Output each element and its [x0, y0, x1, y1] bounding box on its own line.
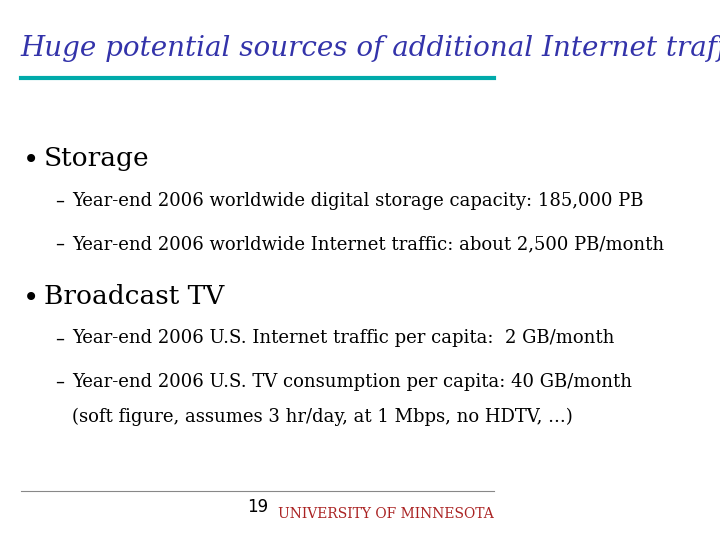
Text: Huge potential sources of additional Internet traffic:: Huge potential sources of additional Int…: [21, 35, 720, 62]
Text: Year-end 2006 worldwide digital storage capacity: 185,000 PB: Year-end 2006 worldwide digital storage …: [72, 192, 644, 210]
Text: –: –: [55, 373, 63, 390]
Text: UNIVERSITY OF MINNESOTA: UNIVERSITY OF MINNESOTA: [279, 507, 494, 521]
Text: •: •: [23, 146, 39, 174]
Text: •: •: [23, 284, 39, 312]
Text: –: –: [55, 192, 63, 210]
Text: Year-end 2006 U.S. TV consumption per capita: 40 GB/month: Year-end 2006 U.S. TV consumption per ca…: [72, 373, 632, 390]
Text: 19: 19: [247, 498, 268, 516]
Text: Year-end 2006 worldwide Internet traffic: about 2,500 PB/month: Year-end 2006 worldwide Internet traffic…: [72, 235, 664, 253]
Text: (soft figure, assumes 3 hr/day, at 1 Mbps, no HDTV, ...): (soft figure, assumes 3 hr/day, at 1 Mbp…: [72, 408, 573, 426]
Text: –: –: [55, 329, 63, 347]
Text: –: –: [55, 235, 63, 253]
Text: Broadcast TV: Broadcast TV: [44, 284, 224, 308]
Text: Storage: Storage: [44, 146, 149, 171]
Text: Year-end 2006 U.S. Internet traffic per capita:  2 GB/month: Year-end 2006 U.S. Internet traffic per …: [72, 329, 614, 347]
